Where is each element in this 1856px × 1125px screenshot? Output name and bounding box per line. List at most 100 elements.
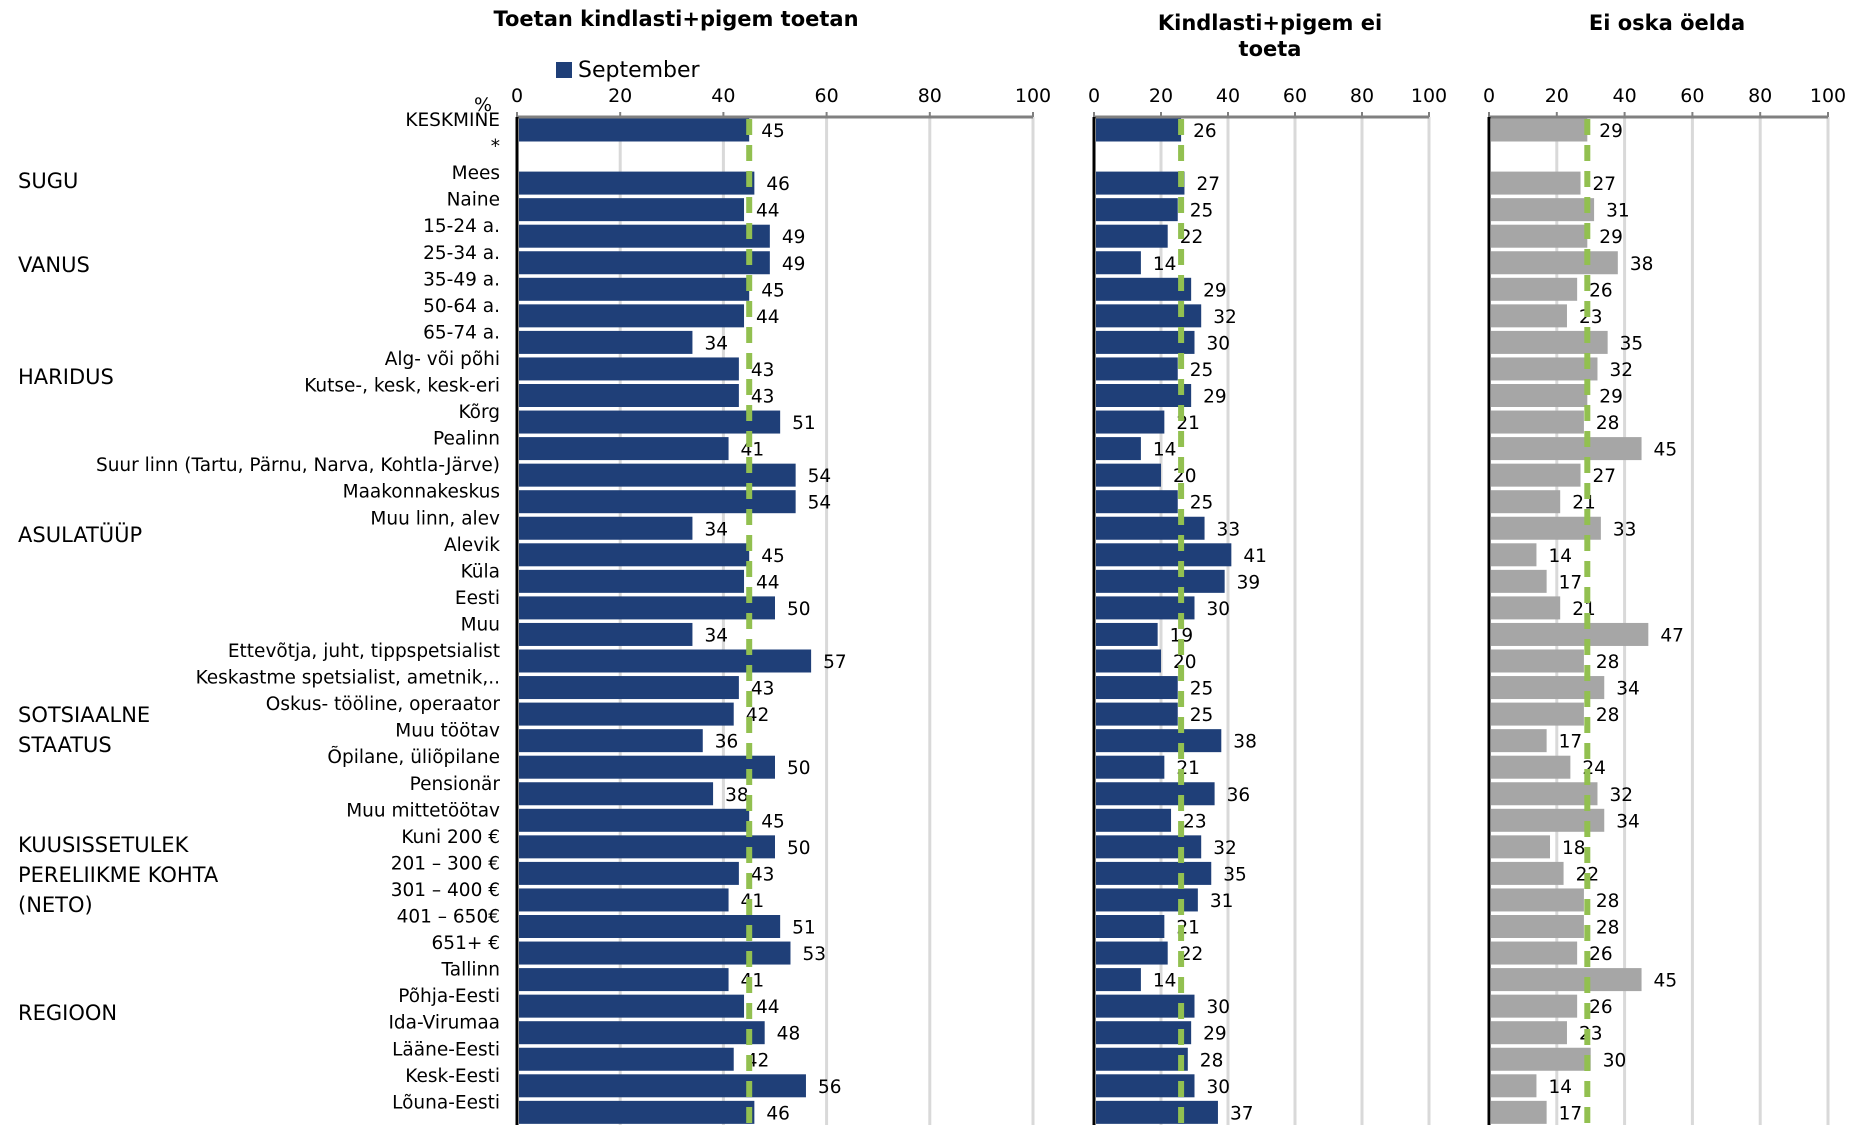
category-label: Kutse-, kesk, kesk-eri bbox=[304, 376, 500, 397]
bar bbox=[1491, 941, 1578, 965]
bar bbox=[1491, 330, 1608, 354]
data-label: 31 bbox=[1210, 891, 1234, 912]
category-label: Alg- või põhi bbox=[385, 349, 500, 370]
bar bbox=[1096, 357, 1178, 381]
bar bbox=[1096, 410, 1165, 434]
category-label: Kuni 200 € bbox=[401, 827, 500, 848]
bar bbox=[1491, 782, 1598, 806]
category-label: Suur linn (Tartu, Pärnu, Narva, Kohtla-J… bbox=[96, 455, 500, 476]
x-tick-label: 0 bbox=[1088, 85, 1100, 107]
bar bbox=[1096, 729, 1222, 753]
bar bbox=[1096, 171, 1185, 195]
x-tick-label: 40 bbox=[1216, 85, 1240, 107]
bar bbox=[1491, 994, 1578, 1018]
bar bbox=[519, 994, 745, 1018]
data-label: 34 bbox=[704, 625, 728, 646]
data-label: 28 bbox=[1596, 413, 1620, 434]
bar bbox=[1096, 808, 1172, 832]
bar bbox=[1491, 596, 1561, 620]
bar bbox=[1491, 888, 1584, 912]
bar bbox=[1096, 941, 1168, 965]
bar bbox=[1491, 702, 1584, 726]
bar bbox=[1096, 994, 1195, 1018]
data-label: 23 bbox=[1579, 1024, 1603, 1045]
bar bbox=[519, 384, 739, 407]
data-label: 38 bbox=[1233, 732, 1257, 753]
data-label: 30 bbox=[1207, 997, 1231, 1018]
bar bbox=[519, 1047, 734, 1071]
bar bbox=[519, 490, 796, 514]
bar bbox=[1491, 437, 1642, 461]
data-label: 44 bbox=[756, 307, 780, 328]
data-label: 29 bbox=[1599, 121, 1623, 142]
panel-title: Toetan kindlasti+pigem toetan bbox=[493, 7, 858, 31]
data-label: 26 bbox=[1589, 944, 1613, 965]
data-label: 36 bbox=[715, 732, 739, 753]
data-label: 37 bbox=[1230, 1103, 1254, 1124]
bar bbox=[519, 118, 750, 142]
data-label: 29 bbox=[1599, 387, 1623, 408]
bar bbox=[519, 463, 796, 487]
data-label: 23 bbox=[1183, 811, 1207, 832]
x-tick-label: 20 bbox=[1545, 85, 1569, 107]
bar bbox=[519, 330, 693, 354]
bar bbox=[519, 198, 745, 222]
bar bbox=[519, 569, 745, 593]
x-tick-label: 0 bbox=[511, 85, 523, 107]
category-label: Oskus- tööline, operaator bbox=[266, 694, 501, 715]
data-label: 25 bbox=[1190, 493, 1214, 514]
data-label: 35 bbox=[1223, 864, 1247, 885]
data-label: 34 bbox=[1616, 679, 1640, 700]
category-label: Lääne-Eesti bbox=[392, 1039, 500, 1060]
bar bbox=[1491, 543, 1537, 567]
bar bbox=[1096, 1100, 1218, 1124]
data-label: 45 bbox=[761, 546, 785, 567]
data-label: 43 bbox=[751, 387, 775, 408]
panel-title: Kindlasti+pigem ei bbox=[1158, 11, 1382, 35]
category-label: Muu linn, alev bbox=[370, 508, 500, 529]
bar bbox=[1491, 1021, 1567, 1045]
percent-label: % bbox=[474, 94, 492, 116]
bar bbox=[1491, 118, 1588, 142]
bar bbox=[519, 277, 750, 301]
category-label: Ida-Virumaa bbox=[388, 1013, 500, 1034]
data-label: 28 bbox=[1200, 1050, 1224, 1071]
bar bbox=[519, 676, 739, 700]
data-label: 41 bbox=[741, 971, 765, 992]
bar bbox=[1096, 1047, 1188, 1071]
bar bbox=[519, 835, 775, 859]
bar bbox=[1491, 410, 1584, 434]
x-tick-label: 60 bbox=[815, 85, 839, 107]
data-label: 32 bbox=[1609, 785, 1633, 806]
data-label: 33 bbox=[1613, 519, 1637, 540]
data-label: 39 bbox=[1237, 572, 1261, 593]
bar bbox=[1096, 224, 1168, 248]
category-label: Lõuna-Eesti bbox=[392, 1092, 500, 1113]
data-label: 38 bbox=[1630, 254, 1654, 275]
data-label: 45 bbox=[761, 811, 785, 832]
data-label: 17 bbox=[1559, 732, 1583, 753]
data-label: 51 bbox=[792, 413, 816, 434]
bar bbox=[519, 729, 703, 753]
group-label: VANUS bbox=[18, 253, 90, 277]
data-label: 18 bbox=[1562, 838, 1586, 859]
bar bbox=[1096, 118, 1182, 142]
x-tick-label: 80 bbox=[1748, 85, 1772, 107]
data-label: 20 bbox=[1173, 652, 1197, 673]
x-tick-label: 100 bbox=[1015, 85, 1051, 107]
bar bbox=[1096, 198, 1178, 222]
bar bbox=[1491, 1047, 1591, 1071]
bar bbox=[519, 968, 729, 992]
bar bbox=[1096, 861, 1212, 885]
data-label: 25 bbox=[1190, 360, 1214, 381]
category-label: 65-74 a. bbox=[423, 322, 500, 343]
data-label: 34 bbox=[704, 519, 728, 540]
data-label: 50 bbox=[787, 758, 811, 779]
category-label: Ettevõtja, juht, tippspetsialist bbox=[228, 641, 500, 662]
data-label: 17 bbox=[1559, 572, 1583, 593]
data-label: 45 bbox=[1654, 971, 1678, 992]
category-label: Maakonnakeskus bbox=[343, 482, 500, 503]
data-label: 32 bbox=[1609, 360, 1633, 381]
category-label: KESKMINE bbox=[405, 110, 500, 131]
data-label: 44 bbox=[756, 997, 780, 1018]
